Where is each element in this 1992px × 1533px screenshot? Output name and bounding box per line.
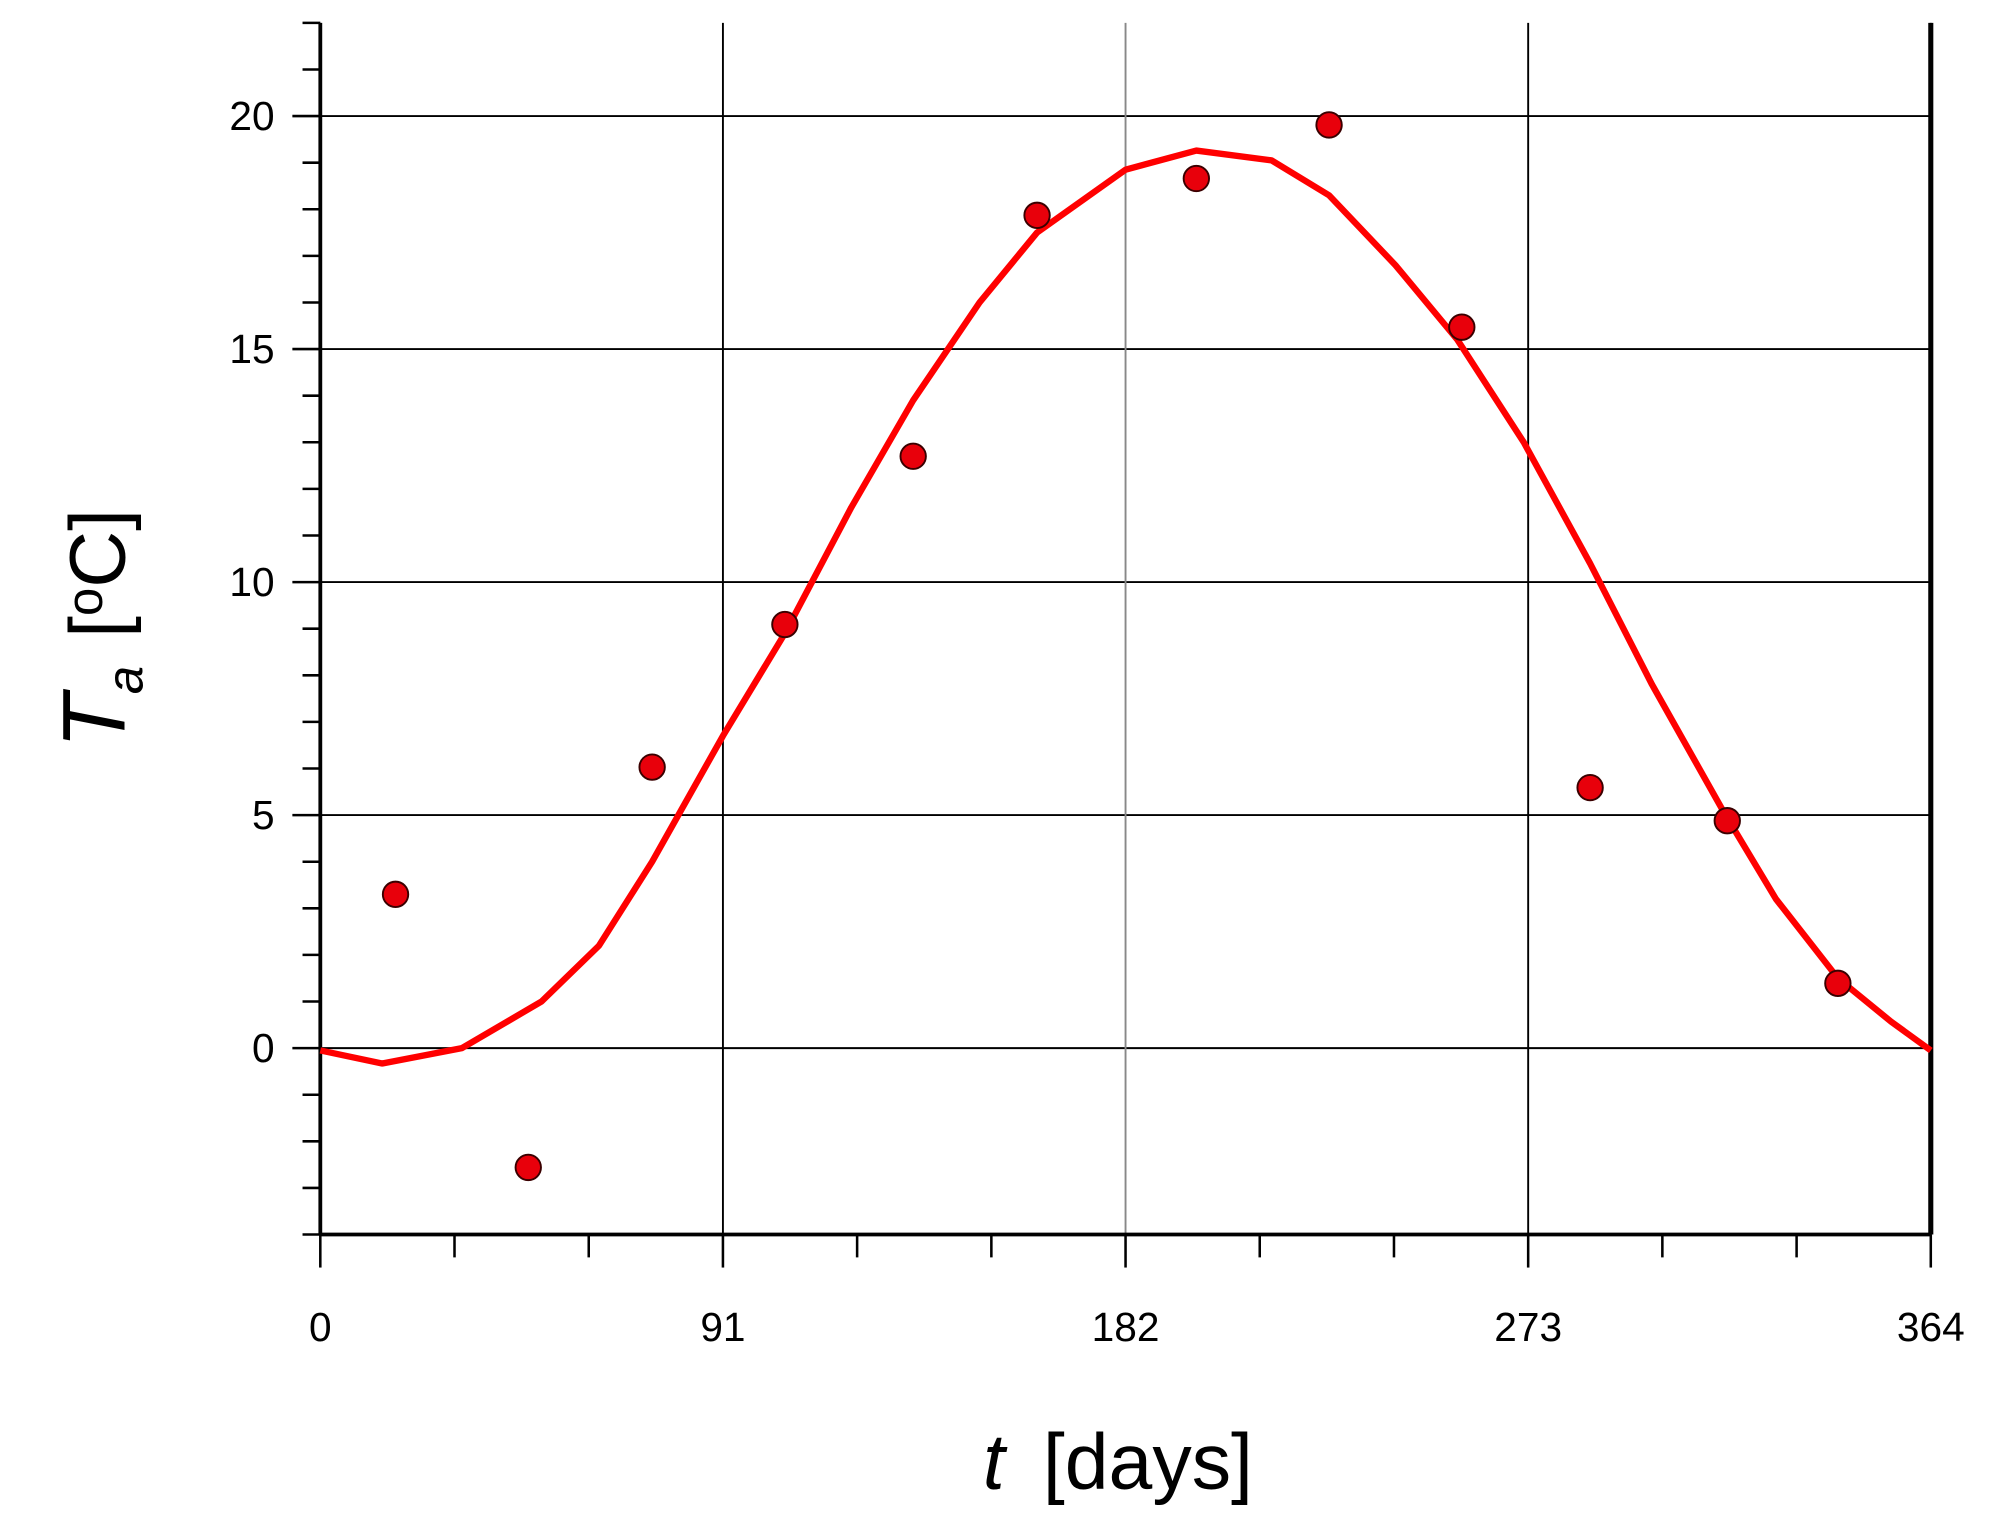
x-label-symbol: t (983, 1418, 1008, 1506)
data-point (381, 880, 410, 908)
y-label-subscript: a (96, 666, 153, 694)
y-tick-label: 20 (229, 93, 274, 139)
data-point (1824, 969, 1852, 997)
data-point (1713, 807, 1741, 835)
y-axis-label: Ta [oC] (45, 509, 154, 748)
y-label-unit-open: [ (54, 616, 142, 638)
x-tick-label: 182 (1092, 1304, 1160, 1350)
data-point (1576, 773, 1604, 802)
x-tick-label: 0 (309, 1304, 332, 1350)
data-point (1023, 201, 1051, 229)
fit-curve (319, 147, 1933, 1067)
data-point (899, 442, 927, 470)
data-point (1448, 313, 1476, 341)
data-point (1182, 164, 1210, 193)
y-tick-label: 15 (229, 326, 274, 372)
data-point (514, 1153, 542, 1182)
x-tick-label: 273 (1494, 1304, 1562, 1350)
x-tick-label: 91 (700, 1304, 745, 1350)
y-label-unit-superscript: o (56, 588, 113, 616)
y-tick-label: 5 (252, 792, 275, 838)
data-point (771, 610, 799, 639)
data-point (638, 753, 666, 781)
y-tick-label: 10 (229, 559, 274, 605)
y-label-symbol: T (45, 688, 144, 748)
y-label-unit-rest: C] (54, 509, 142, 588)
y-tick-label: 0 (252, 1025, 275, 1071)
x-tick-label: 364 (1897, 1304, 1965, 1350)
x-label-unit: [days] (1043, 1418, 1253, 1506)
data-point (1315, 111, 1343, 139)
x-axis-label: t [days] (983, 1418, 1253, 1506)
